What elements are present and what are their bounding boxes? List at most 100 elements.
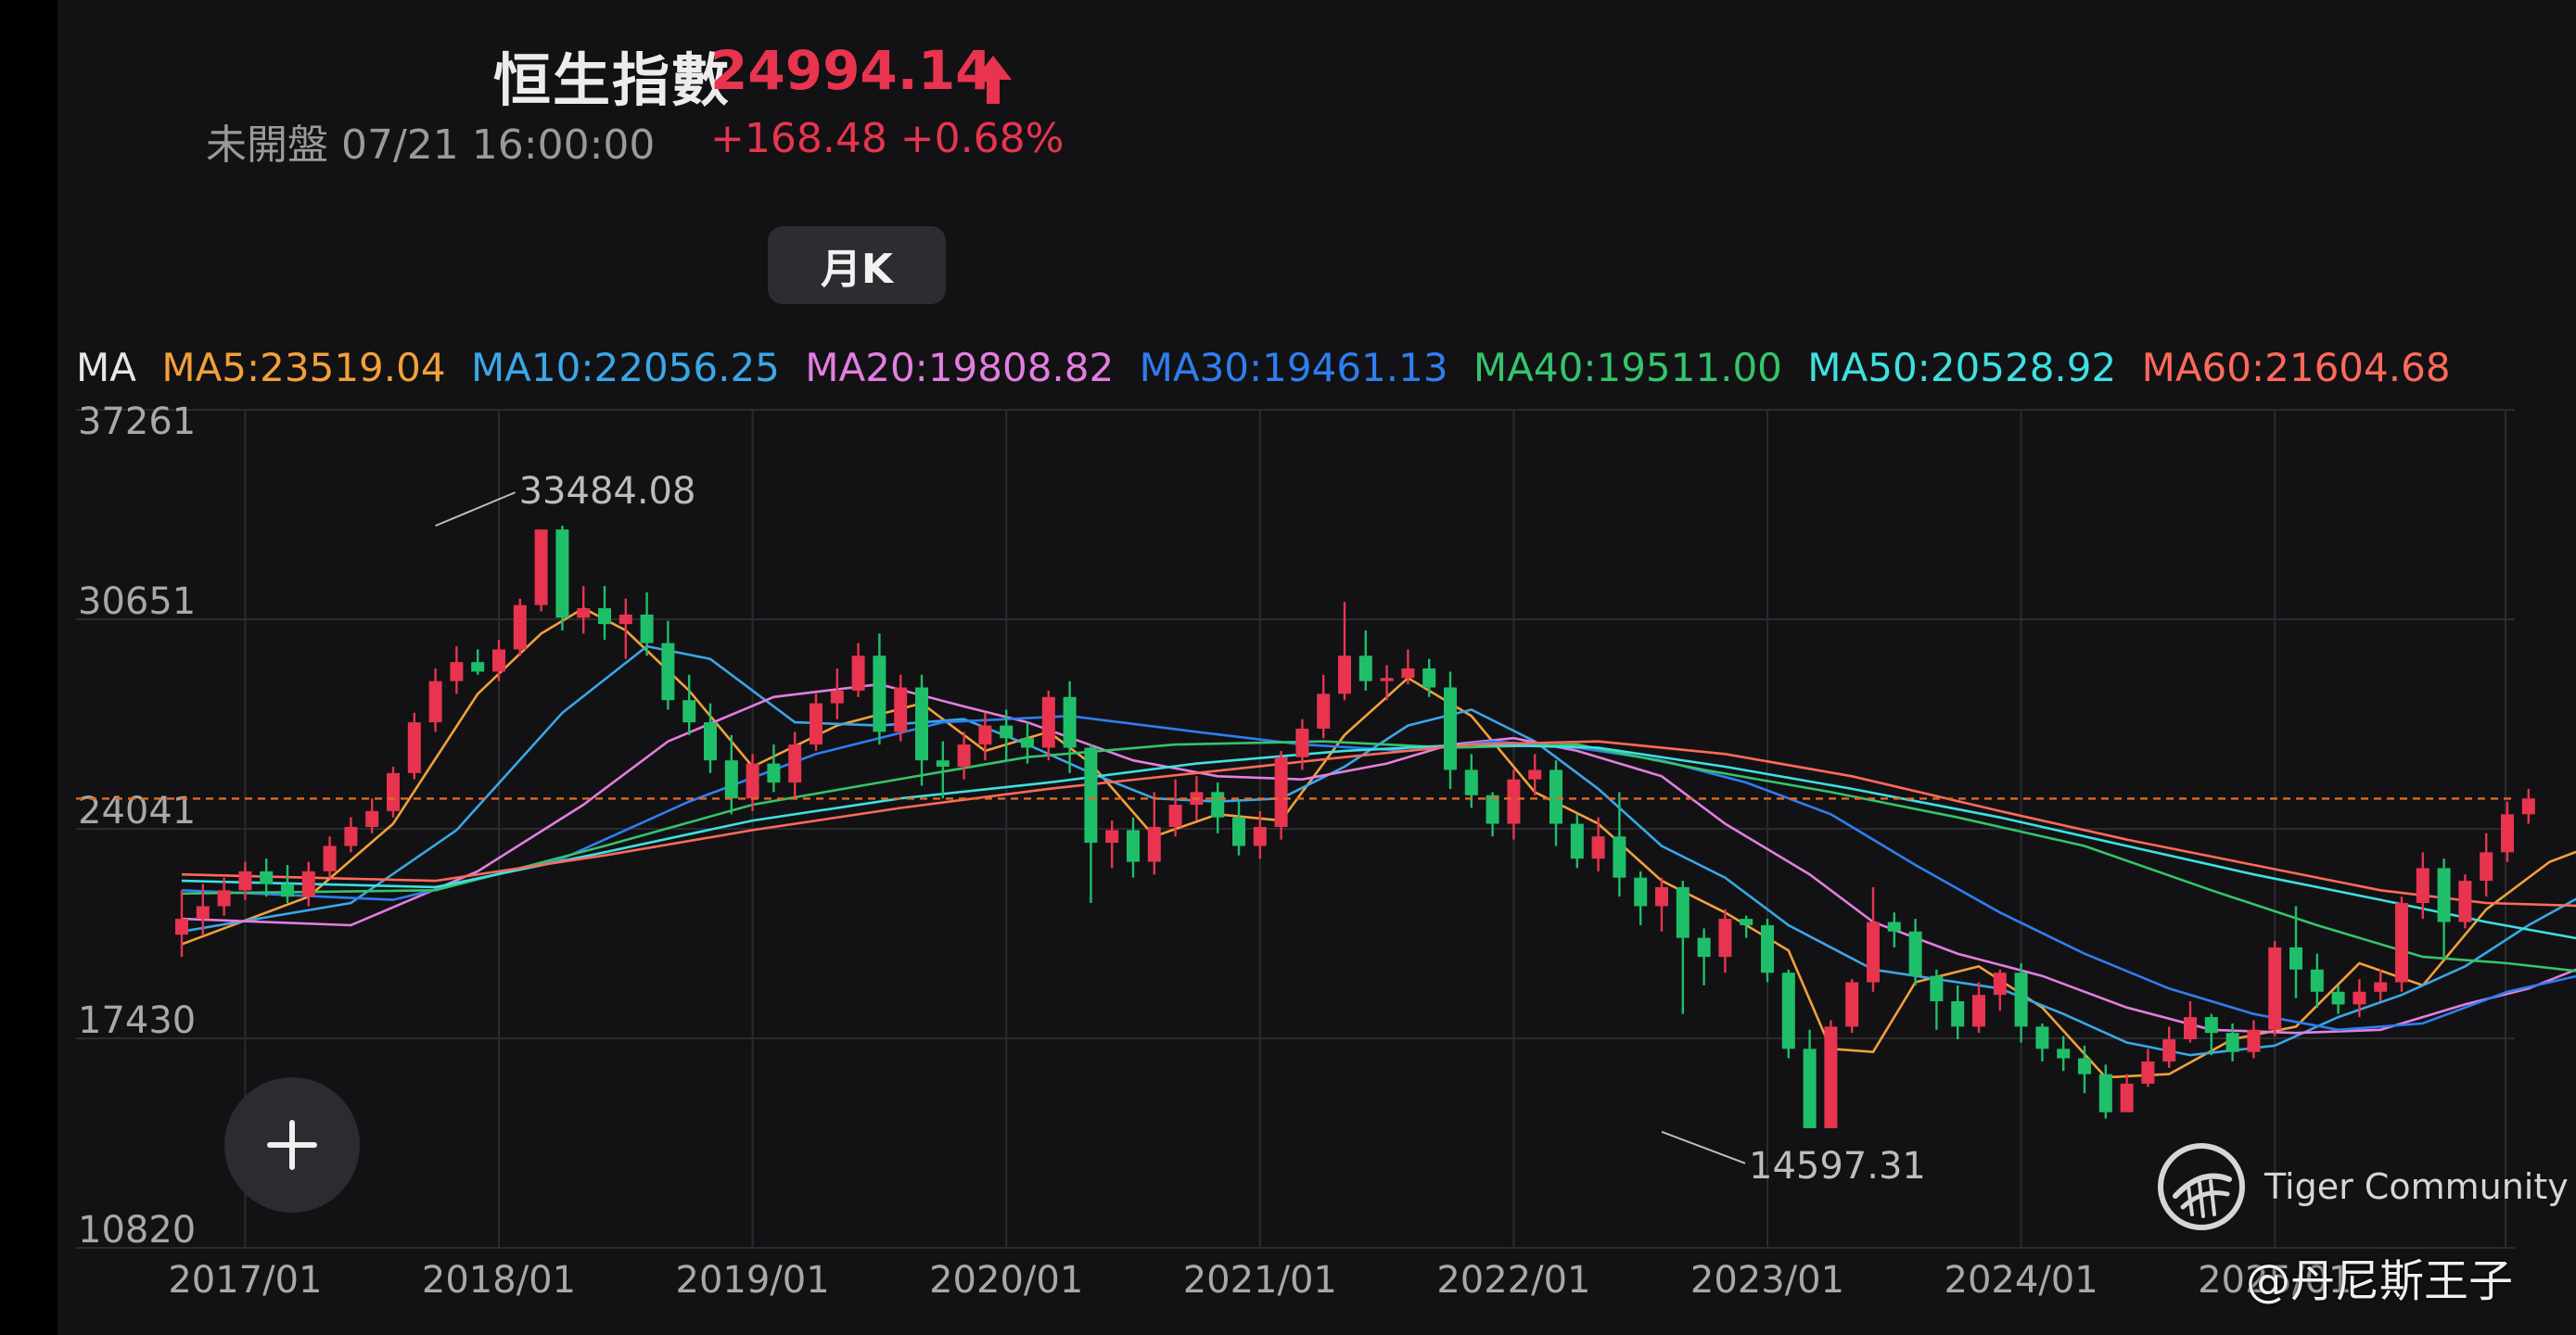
candle (1317, 674, 1331, 739)
candle (2353, 979, 2366, 1018)
candle (217, 877, 231, 916)
candle (1232, 801, 1245, 856)
candle (810, 693, 823, 751)
price-change: +168.48 +0.68% (710, 115, 1065, 162)
candle (1634, 871, 1648, 925)
candle (2014, 962, 2028, 1043)
annotation-leader (1661, 1130, 1746, 1164)
candle (534, 529, 548, 612)
candle (281, 864, 294, 904)
annotation-high: 33484.08 (519, 470, 696, 513)
index-name: 恒生指數 (493, 46, 732, 114)
candle (238, 861, 252, 900)
candle (2035, 1023, 2049, 1062)
ma50-line (181, 743, 2576, 940)
candle (2162, 1026, 2176, 1068)
x-tick-label: 2017/01 (168, 1259, 322, 1302)
candle (513, 598, 527, 656)
candle (851, 642, 865, 697)
x-tick-label: 2023/01 (1690, 1259, 1844, 1302)
candle (2204, 1013, 2218, 1056)
index-price: 24994.14 (710, 39, 993, 102)
candle (450, 646, 464, 694)
candle (1358, 629, 1372, 691)
candle (1528, 754, 1542, 795)
ma60-value: MA60:21604.68 (2141, 345, 2451, 390)
candle (1401, 649, 1415, 685)
candle (1718, 909, 1732, 973)
ma10-value: MA10:22056.25 (470, 345, 780, 390)
candle (1063, 680, 1077, 773)
candle (555, 526, 569, 630)
app-screen: 恒生指數 24994.14 未開盤 07/21 16:00:00 +168.48… (57, 0, 2576, 1335)
x-tick-label: 2020/01 (929, 1259, 1083, 1302)
candle (2458, 874, 2472, 929)
arrow-up-icon (975, 56, 1012, 104)
candle (1274, 750, 1288, 840)
candle (1570, 814, 1584, 869)
candle (1380, 665, 1394, 701)
x-tick-label: 2021/01 (1183, 1259, 1337, 1302)
y-tick-label: 17430 (78, 999, 196, 1042)
candle (1549, 760, 1562, 846)
x-tick-label: 2018/01 (422, 1259, 576, 1302)
candle (2268, 941, 2282, 1036)
market-status: 未開盤 07/21 16:00:00 (206, 121, 656, 169)
candle (323, 836, 337, 878)
candle (1464, 754, 1478, 808)
candle (894, 674, 908, 742)
candle (2078, 1045, 2091, 1094)
ma5-line (181, 606, 2576, 1079)
candle (2289, 906, 2302, 998)
candle (387, 767, 400, 818)
annotation-leader (435, 491, 516, 528)
add-indicator-button[interactable] (224, 1077, 360, 1213)
candle (640, 591, 654, 656)
candle (1824, 1020, 1838, 1128)
candle (682, 674, 696, 735)
candle (1021, 722, 1034, 764)
candle (1127, 817, 1140, 878)
candle (661, 620, 675, 710)
tiger-logo-icon (2158, 1143, 2245, 1230)
candle (301, 861, 315, 907)
ma20-line (181, 682, 2576, 1035)
candle (2331, 985, 2345, 1014)
candle (2310, 953, 2324, 1008)
candlestick-chart[interactable]: 37261 30651 24041 17430 10820 2017/01 2018/01 2… (57, 0, 2576, 1335)
candle (1105, 820, 1119, 869)
x-tick-label: 2022/01 (1436, 1259, 1590, 1302)
ma30-line (181, 714, 2576, 1032)
candle (1338, 602, 1351, 701)
y-tick-label: 24041 (78, 790, 196, 833)
candle (1951, 985, 1965, 1040)
candle (1655, 877, 1668, 932)
candle (1972, 982, 1985, 1034)
candle (1000, 709, 1014, 761)
candle (1444, 671, 1457, 789)
candle (175, 890, 188, 958)
candle (1803, 1029, 1817, 1128)
candle (492, 640, 505, 681)
candle (1867, 886, 1880, 992)
candle (344, 817, 358, 853)
candle (471, 649, 485, 675)
ma-legend[interactable]: MA MA5:23519.04 MA10:22056.25 MA20:19808… (76, 345, 2464, 390)
candle (2395, 896, 2408, 992)
candle (915, 674, 928, 786)
author-watermark: @丹尼斯王子 (2246, 1255, 2514, 1307)
x-tick-label: 2019/01 (676, 1259, 830, 1302)
candle (1845, 979, 1859, 1034)
period-monthly-button[interactable]: 月K (768, 226, 946, 304)
candle (1591, 817, 1605, 871)
y-tick-label: 37261 (78, 400, 196, 443)
candle (2225, 1023, 2239, 1062)
candle (1676, 881, 1690, 1014)
y-tick-label: 30651 (78, 580, 196, 623)
brand-watermark: Tiger Community (2155, 1140, 2569, 1233)
candle (598, 586, 611, 641)
candle (978, 712, 992, 761)
candle (2057, 1036, 2071, 1072)
candle (577, 586, 591, 634)
candle (1993, 969, 2007, 1011)
